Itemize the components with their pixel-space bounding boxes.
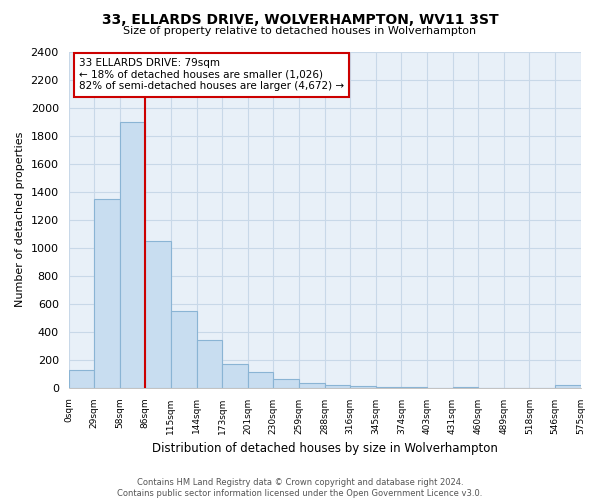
Text: Size of property relative to detached houses in Wolverhampton: Size of property relative to detached ho… <box>124 26 476 36</box>
Bar <box>171 310 197 388</box>
Bar <box>248 372 274 388</box>
Bar <box>376 387 401 388</box>
Bar <box>350 386 376 388</box>
Bar <box>94 198 120 388</box>
Bar <box>222 364 248 388</box>
Text: Contains HM Land Registry data © Crown copyright and database right 2024.
Contai: Contains HM Land Registry data © Crown c… <box>118 478 482 498</box>
X-axis label: Distribution of detached houses by size in Wolverhampton: Distribution of detached houses by size … <box>152 442 497 455</box>
Bar <box>145 240 171 388</box>
Bar <box>68 370 94 388</box>
Bar <box>120 122 145 388</box>
Bar <box>274 379 299 388</box>
Bar <box>299 384 325 388</box>
Text: 33 ELLARDS DRIVE: 79sqm
← 18% of detached houses are smaller (1,026)
82% of semi: 33 ELLARDS DRIVE: 79sqm ← 18% of detache… <box>79 58 344 92</box>
Bar <box>325 385 350 388</box>
Y-axis label: Number of detached properties: Number of detached properties <box>15 132 25 307</box>
Bar <box>197 340 222 388</box>
Bar <box>555 385 581 388</box>
Text: 33, ELLARDS DRIVE, WOLVERHAMPTON, WV11 3ST: 33, ELLARDS DRIVE, WOLVERHAMPTON, WV11 3… <box>101 12 499 26</box>
